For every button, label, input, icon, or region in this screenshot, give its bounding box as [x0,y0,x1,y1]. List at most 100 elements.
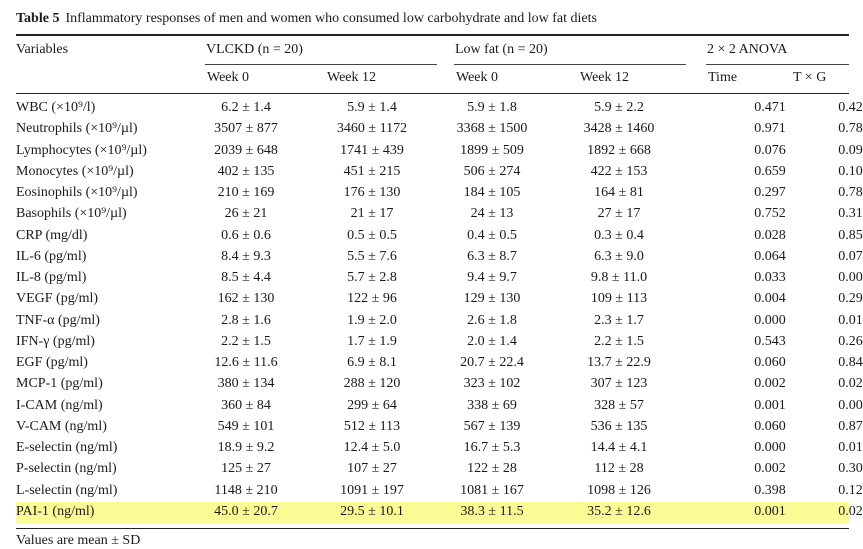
row-variable-name: IFN-γ (pg/ml) [16,333,95,349]
row-variable-name: L-selectin (ng/ml) [16,482,118,498]
table-row: L-selectin (ng/ml) 1148 ± 210 1091 ± 197 10… [16,481,863,502]
cell-vlckd-week0: 2.2 ± 1.5 [221,333,271,349]
table-title: Inflammatory responses of men and women … [65,11,597,26]
cell-anova-txg: 0.007 [838,270,863,285]
subheader-vlckd-week12: Week 12 [327,70,377,85]
top-rule [16,34,849,36]
cell-vlckd-week0: 125 ± 27 [221,461,271,477]
cell-vlckd-week12: 5.5 ± 7.6 [347,248,397,264]
cell-anova-time: 0.002 [754,461,786,477]
cell-lowfat-week12: 112 ± 28 [594,461,644,477]
cell-anova-time: 0.398 [754,482,786,498]
cell-anova-txg: 0.874 [838,418,863,434]
group-underline-vlckd [205,64,437,65]
cell-anova-time: 0.033 [754,270,786,285]
cell-anova-txg: 0.023 [838,376,863,392]
cell-lowfat-week0: 38.3 ± 11.5 [460,503,524,519]
header-group-lowfat: Low fat (n = 20) [455,42,548,57]
cell-lowfat-week0: 1899 ± 509 [460,142,524,158]
cell-vlckd-week0: 210 ± 169 [217,185,275,200]
row-variable-name: TNF-α (pg/ml) [16,312,100,328]
cell-lowfat-week0: 506 ± 274 [463,163,521,179]
cell-anova-txg: 0.427 [838,100,863,115]
cell-anova-time: 0.064 [754,248,786,264]
cell-lowfat-week0: 3368 ± 1500 [456,121,528,137]
cell-vlckd-week12: 107 ± 27 [347,461,397,477]
cell-lowfat-week12: 6.3 ± 9.0 [594,248,644,264]
cell-anova-txg: 0.008 [838,397,863,413]
cell-anova-txg: 0.858 [838,227,863,243]
cell-vlckd-week0: 26 ± 21 [224,206,268,222]
table-row: EGF (pg/ml) 12.6 ± 11.6 6.9 ± 8.1 20.7 ± 22… [16,353,863,374]
cell-lowfat-week12: 5.9 ± 2.2 [594,100,644,115]
row-variable-name: PAI-1 (ng/ml) [16,503,95,519]
cell-lowfat-week12: 1892 ± 668 [587,142,651,158]
cell-vlckd-week0: 12.6 ± 11.6 [214,355,278,370]
cell-vlckd-week12: 122 ± 96 [347,291,397,307]
cell-lowfat-week0: 567 ± 139 [463,418,521,434]
subheader-vlckd-week0: Week 0 [207,70,250,85]
cell-lowfat-week12: 27 ± 17 [597,206,641,222]
cell-anova-time: 0.000 [754,312,786,328]
cell-anova-time: 0.001 [754,397,786,413]
cell-anova-txg: 0.841 [838,355,863,370]
cell-vlckd-week0: 2.8 ± 1.6 [221,312,271,328]
cell-lowfat-week0: 2.0 ± 1.4 [467,333,517,349]
table-row: WBC (×10⁹/l) 6.2 ± 1.4 5.9 ± 1.4 5.9 ± 1.8 5… [16,98,863,119]
subheader-anova-txg: T × G [793,70,827,85]
table-caption: Table 5 Inflammatory responses of men and… [16,11,597,27]
cell-anova-txg: 0.301 [838,461,863,477]
cell-lowfat-week0: 2.6 ± 1.8 [467,312,517,328]
cell-lowfat-week0: 338 ± 69 [467,397,517,413]
header-rule [16,93,849,94]
row-variable-name: Eosinophils (×10⁹/µl) [16,185,138,200]
cell-vlckd-week0: 18.9 ± 9.2 [217,440,275,455]
cell-anova-time: 0.971 [754,121,786,137]
group-underline-anova [706,64,849,65]
cell-lowfat-week0: 5.9 ± 1.8 [467,100,517,115]
cell-anova-time: 0.543 [754,333,786,349]
header-variables: Variables [16,42,69,57]
cell-anova-time: 0.752 [754,206,786,222]
cell-anova-txg: 0.017 [838,312,863,328]
header-group-anova: 2 × 2 ANOVA [707,42,788,57]
cell-lowfat-week12: 13.7 ± 22.9 [587,355,651,370]
table-row: CRP (mg/dl) 0.6 ± 0.6 0.5 ± 0.5 0.4 ± 0.5 0.… [16,226,863,247]
cell-anova-time: 0.002 [754,376,786,392]
table-row: TNF-α (pg/ml) 2.8 ± 1.6 1.9 ± 2.0 2.6 ± 1.8… [16,311,863,332]
cell-lowfat-week0: 184 ± 105 [463,185,521,200]
table-row: MCP-1 (pg/ml) 380 ± 134 288 ± 120 323 ± 102… [16,374,863,395]
cell-vlckd-week0: 549 ± 101 [217,418,275,434]
subheader-lowfat-week12: Week 12 [580,70,630,85]
table-row-highlighted: PAI-1 (ng/ml) 45.0 ± 20.7 29.5 ± 10.1 38.3 … [16,501,863,523]
cell-lowfat-week12: 0.3 ± 0.4 [594,227,644,243]
subheader-lowfat-week0: Week 0 [456,70,499,85]
cell-vlckd-week12: 512 ± 113 [343,418,401,434]
cell-anova-txg: 0.785 [838,185,863,200]
cell-lowfat-week12: 35.2 ± 12.6 [587,503,651,519]
cell-vlckd-week0: 0.6 ± 0.6 [221,227,271,243]
header-group-vlckd: VLCKD (n = 20) [206,42,303,57]
table-row: VEGF (pg/ml) 162 ± 130 122 ± 96 129 ± 130 10… [16,289,863,310]
row-variable-name: EGF (pg/ml) [16,355,88,370]
cell-lowfat-week12: 422 ± 153 [590,163,648,179]
cell-lowfat-week12: 9.8 ± 11.0 [590,270,648,285]
cell-anova-txg: 0.783 [838,121,863,137]
cell-lowfat-week12: 2.3 ± 1.7 [594,312,644,328]
cell-lowfat-week0: 129 ± 130 [463,291,521,307]
table-row: IL-8 (pg/ml) 8.5 ± 4.4 5.7 ± 2.8 9.4 ± 9.7 9… [16,268,863,289]
cell-anova-time: 0.004 [754,291,786,307]
row-variable-name: Monocytes (×10⁹/µl) [16,163,134,179]
cell-vlckd-week12: 1.9 ± 2.0 [347,312,397,328]
cell-lowfat-week0: 323 ± 102 [463,376,521,392]
row-variable-name: VEGF (pg/ml) [16,291,99,307]
cell-lowfat-week12: 3428 ± 1460 [583,121,655,137]
cell-vlckd-week0: 45.0 ± 20.7 [214,503,278,519]
cell-anova-txg: 0.026 [838,503,863,519]
cell-lowfat-week0: 9.4 ± 9.7 [467,270,517,285]
row-variable-name: Basophils (×10⁹/µl) [16,206,127,222]
bottom-rule [16,528,849,529]
row-variable-name: V-CAM (ng/ml) [16,418,107,434]
cell-vlckd-week0: 360 ± 84 [221,397,271,413]
subheader-anova-time: Time [708,70,738,85]
